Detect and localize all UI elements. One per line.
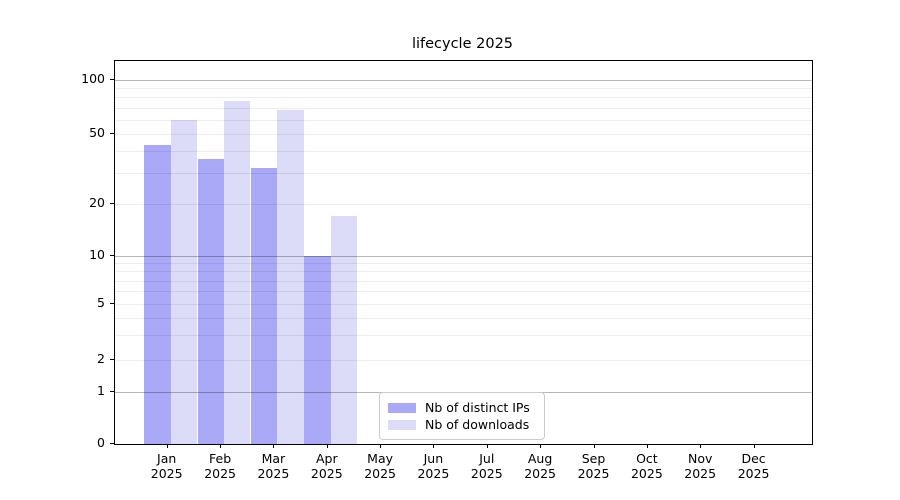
legend-swatch-distinct-ips [388,402,416,413]
bar-nb-of-distinct-ips-apr [304,255,331,444]
x-tick-mark-may [380,444,382,448]
x-tick-mark-jun [433,444,435,448]
gridline-2 [115,360,812,361]
gridline-100 [115,80,812,81]
y-tick-label-5: 5 [97,295,105,310]
legend-item-distinct-ips: Nb of distinct IPs [388,399,534,416]
gridline-80 [115,97,812,99]
bar-nb-of-downloads-apr [330,215,357,444]
legend-label-downloads: Nb of downloads [425,417,530,432]
legend: Nb of distinct IPs Nb of downloads [379,392,545,440]
x-tick-mark-jul [486,444,488,448]
x-tick-label-sep: Sep 2025 [577,451,610,481]
gridline-9 [115,262,812,264]
x-tick-mark-apr [326,444,328,448]
bar-nb-of-downloads-feb [224,101,251,444]
gridline-50 [115,133,812,135]
bar-nb-of-downloads-jan [170,119,197,444]
y-tick-label-1: 1 [97,383,105,398]
y-tick-label-100: 100 [81,71,105,86]
x-tick-label-oct: Oct 2025 [630,451,663,481]
x-tick-label-feb: Feb 2025 [204,451,236,481]
x-tick-label-jan: Jan 2025 [150,451,183,481]
gridline-6 [115,291,812,293]
y-tick-label-0: 0 [97,435,105,451]
chart-title: lifecycle 2025 [411,36,514,52]
bar-nb-of-distinct-ips-feb [197,158,224,444]
plot-area: Nb of distinct IPs Nb of downloads [114,60,813,445]
gridline-8 [115,271,812,273]
x-tick-mark-dec [753,444,755,448]
gridline-7 [115,280,812,282]
x-tick-label-jul: Jul 2025 [470,451,503,481]
gridline-3 [115,335,812,337]
gridline-90 [115,88,812,90]
bar-nb-of-distinct-ips-jan [144,145,171,444]
legend-label-distinct-ips: Nb of distinct IPs [425,400,530,415]
x-tick-mark-sep [593,444,595,448]
y-tick-label-10: 10 [89,246,105,262]
gridline-4 [115,317,812,319]
y-tick-mark-1 [110,391,114,392]
y-tick-mark-50 [110,132,114,134]
x-tick-label-jun: Jun 2025 [417,451,450,481]
y-tick-mark-0 [110,443,114,445]
gridline-70 [115,107,812,109]
x-tick-mark-oct [646,444,648,448]
gridline-30 [115,172,812,174]
legend-swatch-downloads [388,419,416,430]
x-tick-label-may: May 2025 [364,451,396,481]
x-tick-mark-nov [700,444,702,448]
y-tick-mark-2 [110,359,114,360]
gridline-20 [115,203,812,205]
gridline-40 [115,150,812,152]
x-tick-label-mar: Mar 2025 [257,451,290,481]
x-tick-mark-feb [220,444,222,448]
y-tick-label-2: 2 [97,351,105,366]
bar-nb-of-distinct-ips-mar [251,167,278,444]
x-tick-label-dec: Dec 2025 [737,451,770,481]
y-tick-label-20: 20 [89,194,105,210]
x-tick-label-apr: Apr 2025 [310,451,343,481]
x-tick-label-nov: Nov 2025 [684,451,717,481]
gridline-60 [115,119,812,121]
gridline-10 [115,255,812,257]
y-tick-mark-10 [110,254,114,256]
bar-nb-of-downloads-mar [277,109,304,444]
x-tick-mark-mar [273,444,275,448]
y-tick-label-50: 50 [89,124,105,140]
y-tick-mark-5 [110,303,114,304]
x-tick-label-aug: Aug 2025 [524,451,556,481]
legend-item-downloads: Nb of downloads [388,416,534,433]
x-tick-mark-jan [166,444,168,448]
y-tick-mark-100 [110,79,114,80]
y-tick-mark-20 [110,202,114,204]
gridline-5 [115,304,812,305]
x-tick-mark-aug [540,444,542,448]
